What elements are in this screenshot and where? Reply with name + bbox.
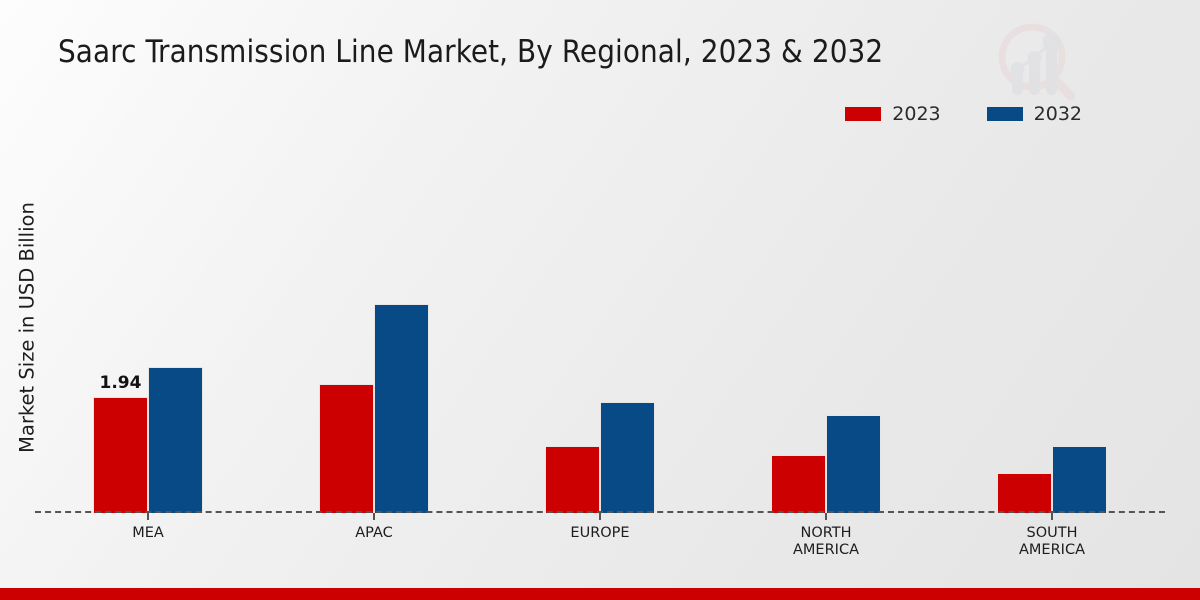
- bar-2032-3[interactable]: [600, 401, 655, 513]
- x-axis-category-label: SOUTH AMERICA: [1019, 525, 1085, 558]
- bar-2023-3[interactable]: [545, 445, 600, 513]
- bar-group: 1.94 MEA: [35, 120, 261, 541]
- bar-2023-1[interactable]: 1.94: [93, 373, 148, 513]
- bar-2032-5[interactable]: [1052, 445, 1107, 513]
- bar-2023-2[interactable]: [319, 383, 374, 513]
- legend-swatch-2023: [845, 107, 882, 121]
- x-axis-category-label: APAC: [355, 525, 393, 541]
- x-axis-category-label: NORTH AMERICA: [793, 525, 859, 558]
- bar-group: NORTH AMERICA: [713, 120, 939, 558]
- chart-title: Saarc Transmission Line Market, By Regio…: [58, 34, 884, 70]
- legend-item-2023[interactable]: 2023: [845, 103, 941, 125]
- bar-pair: 1.94: [93, 367, 203, 513]
- bar-pair: [545, 401, 655, 513]
- x-axis-tick: [825, 513, 827, 520]
- bar-2032-1[interactable]: [148, 367, 203, 513]
- bar-group: SOUTH AMERICA: [939, 120, 1165, 558]
- legend-label-2023: 2023: [892, 103, 941, 125]
- footer-accent-bar: [0, 588, 1200, 600]
- x-axis-tick: [1051, 513, 1053, 520]
- legend-swatch-2032: [986, 107, 1023, 121]
- legend-label-2032: 2032: [1033, 103, 1082, 125]
- bar-groups: 1.94 MEA APAC EUROPE NORTH AMERICA SOUTH AMER…: [35, 120, 1165, 558]
- bar-pair: [997, 445, 1107, 513]
- bar-2032-4[interactable]: [826, 415, 881, 513]
- bar-group: EUROPE: [487, 120, 713, 541]
- x-axis-category-label: MEA: [132, 525, 164, 541]
- chart-legend: 2023 2032: [845, 103, 1082, 125]
- legend-item-2032[interactable]: 2032: [986, 103, 1082, 125]
- x-axis-baseline: [35, 511, 1165, 513]
- bar-group: APAC: [261, 120, 487, 541]
- bar-2032-2[interactable]: [374, 304, 429, 513]
- bar-value-label: 1.94: [99, 373, 142, 394]
- bar-pair: [771, 415, 881, 513]
- x-axis-tick: [599, 513, 601, 520]
- x-axis-tick: [373, 513, 375, 520]
- watermark-logo: [985, 12, 1085, 112]
- bar-2023-4[interactable]: [771, 454, 826, 513]
- bar-pair: [319, 304, 429, 513]
- plot-area: 1.94 MEA APAC EUROPE NORTH AMERICA SOUTH AMER…: [35, 120, 1165, 558]
- x-axis-category-label: EUROPE: [570, 525, 630, 541]
- x-axis-tick: [147, 513, 149, 520]
- bar-2023-5[interactable]: [997, 472, 1052, 513]
